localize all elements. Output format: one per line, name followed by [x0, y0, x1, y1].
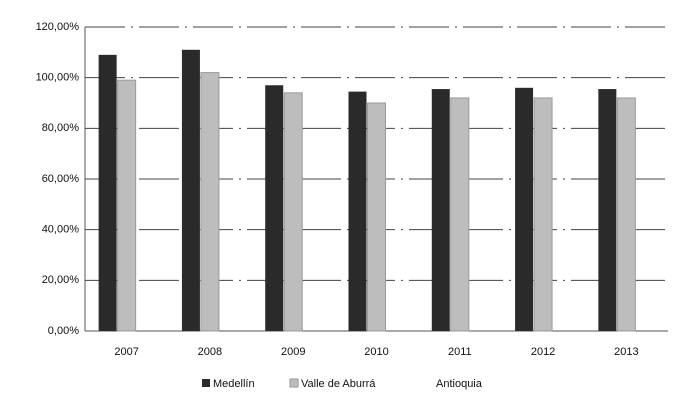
legend-swatch — [289, 378, 299, 388]
x-tick-label: 2012 — [531, 346, 555, 358]
bar — [616, 97, 636, 332]
y-tick-label: 100,00% — [36, 72, 80, 84]
bar — [533, 97, 553, 332]
legend-swatch — [425, 379, 433, 387]
bar — [181, 49, 200, 332]
bar — [450, 97, 470, 332]
x-tick-label: 2008 — [198, 346, 222, 358]
x-tick-label: 2013 — [614, 346, 638, 358]
x-tick-label: 2007 — [114, 346, 138, 358]
bar — [98, 54, 117, 331]
bar — [200, 72, 220, 332]
y-tick-label: 0,00% — [48, 325, 79, 337]
y-tick-label: 60,00% — [42, 173, 80, 185]
legend-swatch — [202, 379, 210, 387]
bar — [515, 87, 534, 331]
x-tick-label: 2010 — [364, 346, 388, 358]
bar — [265, 85, 284, 332]
legend-label: Antioquia — [436, 378, 483, 390]
legend-label: Medellín — [213, 378, 255, 390]
bar — [348, 91, 367, 331]
bar — [367, 102, 386, 332]
x-tick-label: 2009 — [281, 346, 305, 358]
bar — [431, 89, 450, 331]
bar — [117, 79, 137, 332]
y-tick-label: 40,00% — [42, 224, 80, 236]
y-tick-label: 120,00% — [36, 21, 80, 33]
legend-label: Valle de Aburrá — [301, 378, 376, 390]
bar — [598, 89, 617, 331]
y-tick-label: 80,00% — [42, 122, 80, 134]
y-tick-label: 20,00% — [42, 274, 80, 286]
x-tick-label: 2011 — [448, 346, 472, 358]
bar — [283, 92, 303, 332]
